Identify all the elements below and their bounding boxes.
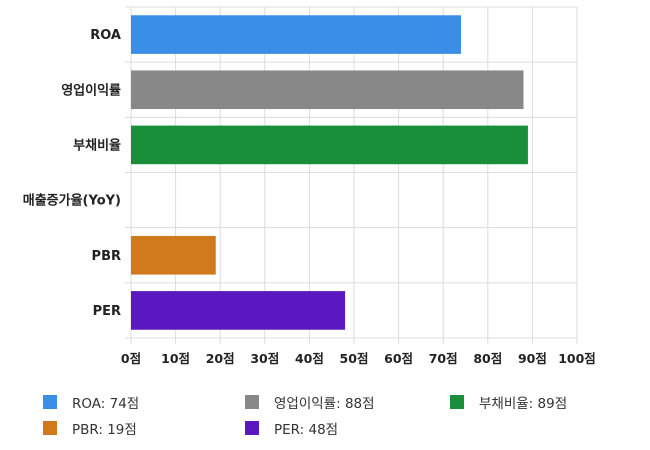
- x-tick-label: 20점: [206, 351, 235, 366]
- bar: [131, 235, 216, 275]
- bar: [131, 291, 346, 330]
- legend-item: PBR: 19점: [43, 418, 137, 438]
- category-label: 매출증가율(YoY): [23, 193, 121, 209]
- legend-item: ROA: 74점: [43, 392, 139, 412]
- x-tick-label: 50점: [340, 351, 369, 366]
- legend: ROA: 74점 영업이익률: 88점 부채비율: 89점 PBR: 19점 PER: …: [0, 388, 650, 448]
- legend-swatch: [245, 395, 259, 409]
- legend-label: PER: 48점: [274, 422, 339, 438]
- legend-label: 부채비율: 89점: [479, 396, 568, 412]
- legend-item: PER: 48점: [245, 418, 338, 438]
- category-label: PBR: [92, 249, 121, 264]
- legend-item: 부채비율: 89점: [450, 392, 567, 412]
- x-tick-label: 30점: [250, 351, 279, 366]
- legend-label: 영업이익률: 88점: [274, 396, 375, 412]
- x-tick-label: 100점: [558, 351, 596, 366]
- category-label: 영업이익률: [61, 82, 121, 98]
- legend-swatch: [43, 395, 57, 409]
- bar: [131, 125, 528, 165]
- legend-swatch: [450, 395, 464, 409]
- x-tick-label: 10점: [161, 351, 190, 366]
- legend-swatch: [43, 421, 57, 435]
- legend-label: ROA: 74점: [72, 396, 140, 412]
- x-tick-label: 40점: [295, 351, 324, 366]
- category-label: 부채비율: [73, 137, 121, 153]
- x-tick-label: 0점: [121, 351, 141, 366]
- category-label: PER: [93, 304, 121, 319]
- x-tick-label: 60점: [384, 351, 413, 366]
- bar: [131, 15, 462, 54]
- legend-item: 영업이익률: 88점: [245, 392, 375, 412]
- x-tick-label: 70점: [429, 351, 458, 366]
- bar: [131, 70, 524, 110]
- legend-swatch: [245, 421, 259, 435]
- category-label: ROA: [90, 28, 121, 43]
- x-tick-label: 80점: [473, 351, 502, 366]
- legend-label: PBR: 19점: [72, 422, 137, 438]
- x-tick-label: 90점: [518, 351, 547, 366]
